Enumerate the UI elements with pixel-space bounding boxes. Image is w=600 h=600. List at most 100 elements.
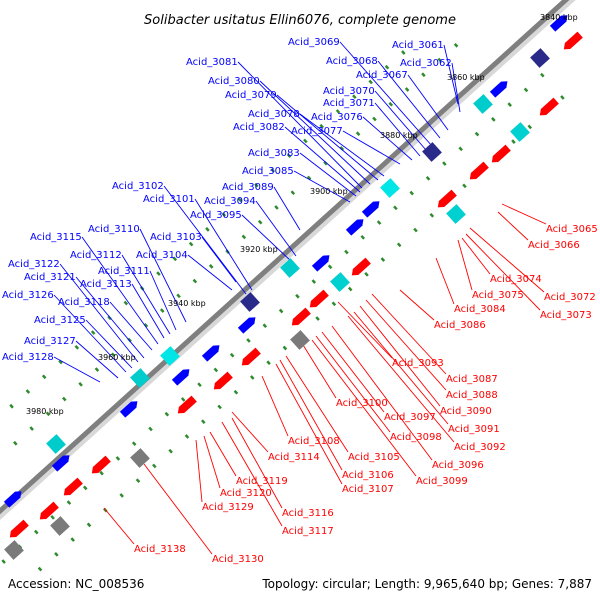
reverse-gene-label: Acid_3100 — [336, 398, 388, 409]
forward-leader-line — [273, 186, 301, 231]
reverse-leader-line — [469, 227, 545, 293]
forward-gene-label: Acid_3122 — [8, 259, 60, 270]
reverse-gene-arrow — [177, 395, 197, 414]
forward-leader-line — [131, 283, 165, 339]
scale-tick — [119, 493, 124, 498]
scale-tick — [70, 537, 75, 542]
reverse-gene-arrow — [437, 189, 457, 208]
forward-leader-line — [237, 61, 363, 189]
reverse-gene-label: Acid_3107 — [342, 484, 394, 495]
reverse-gene-arrow — [39, 501, 59, 520]
forward-leader-line — [75, 276, 145, 359]
scale-tick — [34, 529, 39, 535]
kbp-label: 3840 kbp — [540, 13, 578, 22]
reverse-leader-line — [331, 325, 433, 461]
scale-tick — [107, 315, 112, 321]
reverse-leader-line — [231, 411, 269, 453]
reverse-leader-line — [359, 305, 441, 407]
scale-tick — [143, 323, 149, 328]
scale-tick — [384, 64, 390, 70]
reverse-leader-line — [299, 339, 337, 399]
scale-tick — [360, 234, 366, 240]
scale-tick — [303, 138, 308, 144]
reverse-gene-label: Acid_3138 — [134, 544, 186, 555]
reverse-leader-line — [315, 335, 391, 433]
scale-tick — [323, 160, 328, 166]
reverse-gene-label: Acid_3093 — [392, 358, 444, 369]
forward-leader-line — [139, 228, 187, 323]
reverse-gene-label: Acid_3090 — [440, 406, 492, 417]
map-title: Solibacter usitatus Ellin6076, complete … — [144, 13, 456, 28]
forward-gene-label: Acid_3126 — [2, 290, 54, 301]
forward-leader-line — [451, 62, 461, 113]
scale-tick — [442, 161, 447, 166]
reverse-gene-label: Acid_3116 — [282, 508, 334, 519]
reverse-gene-block — [290, 330, 310, 350]
forward-gene-label: Acid_3071 — [323, 98, 375, 109]
scale-tick — [421, 72, 426, 78]
scale-tick — [507, 102, 512, 107]
scale-tick — [123, 300, 129, 306]
scale-tick — [409, 190, 414, 196]
forward-leader-line — [377, 60, 441, 139]
forward-gene-label: Acid_3082 — [233, 122, 285, 133]
scale-tick — [37, 566, 43, 572]
reverse-gene-label: Acid_3066 — [528, 240, 580, 251]
scale-tick — [237, 197, 243, 203]
scale-tick — [339, 146, 345, 151]
forward-gene-label: Acid_3061 — [392, 40, 444, 51]
reverse-gene-arrow — [351, 257, 371, 276]
forward-gene-label: Acid_3062 — [400, 58, 452, 69]
scale-tick — [262, 323, 268, 329]
scale-tick — [135, 478, 141, 483]
forward-gene-block — [46, 434, 66, 454]
reverse-gene-label: Acid_3091 — [448, 424, 500, 435]
scale-tick — [491, 117, 496, 122]
scale-tick — [437, 57, 443, 63]
scale-tick — [364, 271, 369, 277]
forward-gene-label: Acid_3067 — [356, 70, 408, 81]
reverse-leader-line — [321, 331, 385, 413]
reverse-leader-line — [457, 239, 473, 291]
reverse-leader-line — [347, 315, 455, 443]
gene-feature-layer — [3, 15, 583, 560]
forward-gene-arrow — [345, 219, 364, 236]
forward-gene-label: Acid_3089 — [222, 182, 274, 193]
forward-gene-label: Acid_3070 — [323, 86, 375, 97]
reverse-gene-label: Acid_3065 — [546, 224, 598, 235]
scale-tick — [429, 213, 435, 218]
reverse-leader-line — [365, 299, 447, 391]
reverse-leader-line — [275, 363, 343, 485]
scale-tick — [425, 176, 431, 181]
reverse-leader-line — [195, 439, 203, 503]
reverse-gene-label: Acid_3084 — [454, 304, 506, 315]
reverse-leader-line — [501, 203, 547, 225]
forward-gene-label: Acid_3102 — [112, 181, 164, 192]
forward-gene-label: Acid_3104 — [136, 250, 188, 261]
scale-tick — [380, 257, 386, 262]
scale-tick — [233, 389, 239, 395]
forward-leader-line — [407, 74, 449, 131]
reverse-leader-line — [143, 463, 213, 555]
forward-leader-line — [194, 198, 253, 291]
scale-tick — [401, 50, 406, 55]
scale-tick — [462, 183, 467, 189]
forward-gene-block — [473, 94, 493, 114]
scale-tick — [41, 374, 47, 380]
scale-tick — [197, 382, 202, 388]
reverse-leader-line — [337, 301, 393, 359]
scale-tick — [311, 279, 317, 284]
scale-tick — [192, 278, 198, 284]
reverse-gene-label: Acid_3092 — [454, 442, 506, 453]
kbp-label: 3980 kbp — [26, 407, 64, 416]
scale-tick — [201, 419, 206, 425]
scale-tick — [404, 87, 410, 92]
forward-leader-line — [75, 340, 119, 379]
forward-leader-line — [109, 301, 153, 351]
scale-tick — [74, 344, 80, 350]
forward-gene-label: Acid_3115 — [30, 232, 82, 243]
scale-tick — [368, 79, 373, 85]
forward-gene-label: Acid_3077 — [291, 126, 343, 137]
scale-tick — [180, 397, 186, 402]
